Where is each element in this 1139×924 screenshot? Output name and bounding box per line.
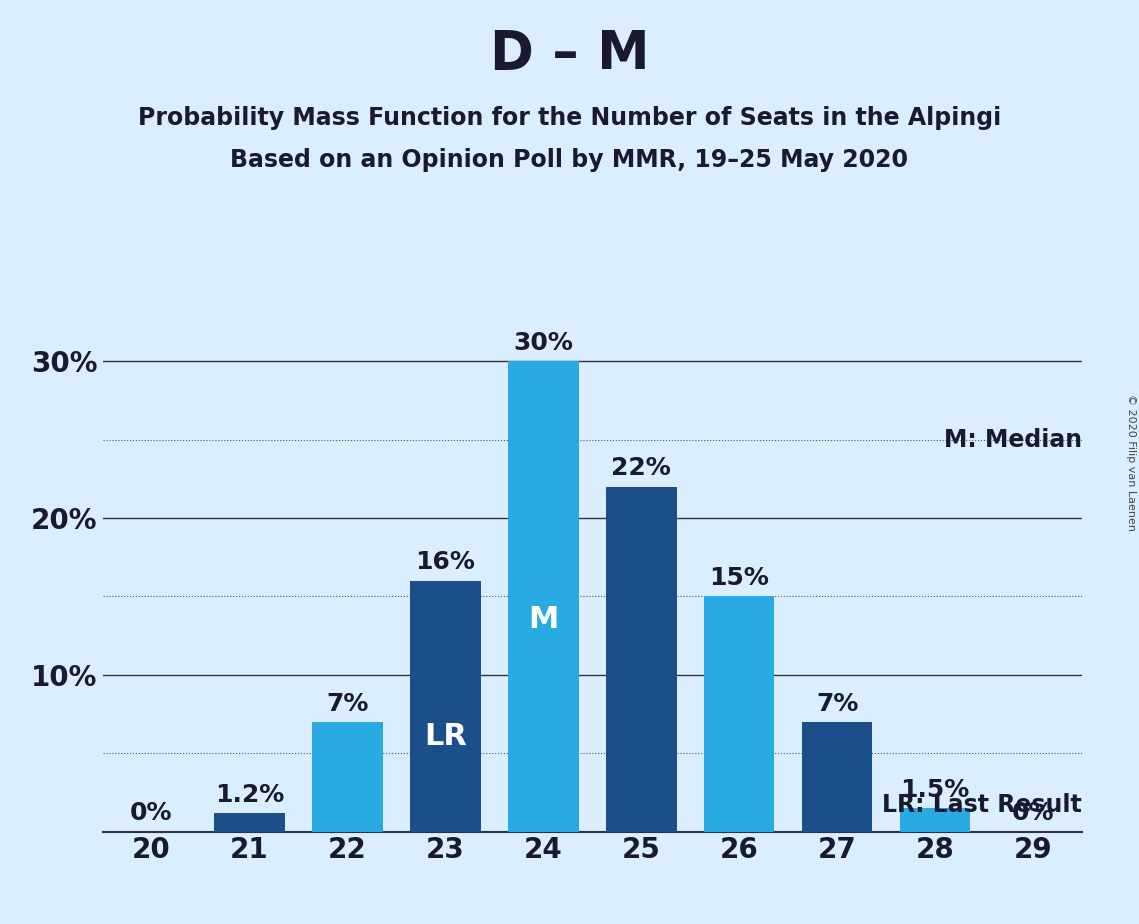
Text: 22%: 22%: [612, 456, 671, 480]
Text: 30%: 30%: [514, 331, 573, 355]
Bar: [410, 580, 481, 832]
Text: 7%: 7%: [816, 691, 859, 715]
Bar: [704, 596, 775, 832]
Text: LR: LR: [424, 722, 467, 751]
Bar: [606, 487, 677, 832]
Text: Probability Mass Function for the Number of Seats in the Alpingi: Probability Mass Function for the Number…: [138, 106, 1001, 130]
Text: M: Median: M: Median: [944, 428, 1082, 452]
Bar: [508, 361, 579, 832]
Bar: [802, 722, 872, 832]
Text: 16%: 16%: [416, 551, 475, 575]
Bar: [312, 722, 383, 832]
Text: 0%: 0%: [1011, 801, 1055, 825]
Text: 7%: 7%: [326, 691, 369, 715]
Text: 1.2%: 1.2%: [215, 783, 284, 807]
Text: LR: Last Result: LR: Last Result: [883, 793, 1082, 817]
Text: 15%: 15%: [710, 566, 769, 590]
Text: M: M: [528, 605, 558, 635]
Text: D – M: D – M: [490, 28, 649, 79]
Text: © 2020 Filip van Laenen: © 2020 Filip van Laenen: [1126, 394, 1136, 530]
Text: 1.5%: 1.5%: [901, 778, 969, 802]
Bar: [214, 813, 285, 832]
Text: Based on an Opinion Poll by MMR, 19–25 May 2020: Based on an Opinion Poll by MMR, 19–25 M…: [230, 148, 909, 172]
Bar: [900, 808, 970, 832]
Text: 0%: 0%: [130, 801, 173, 825]
